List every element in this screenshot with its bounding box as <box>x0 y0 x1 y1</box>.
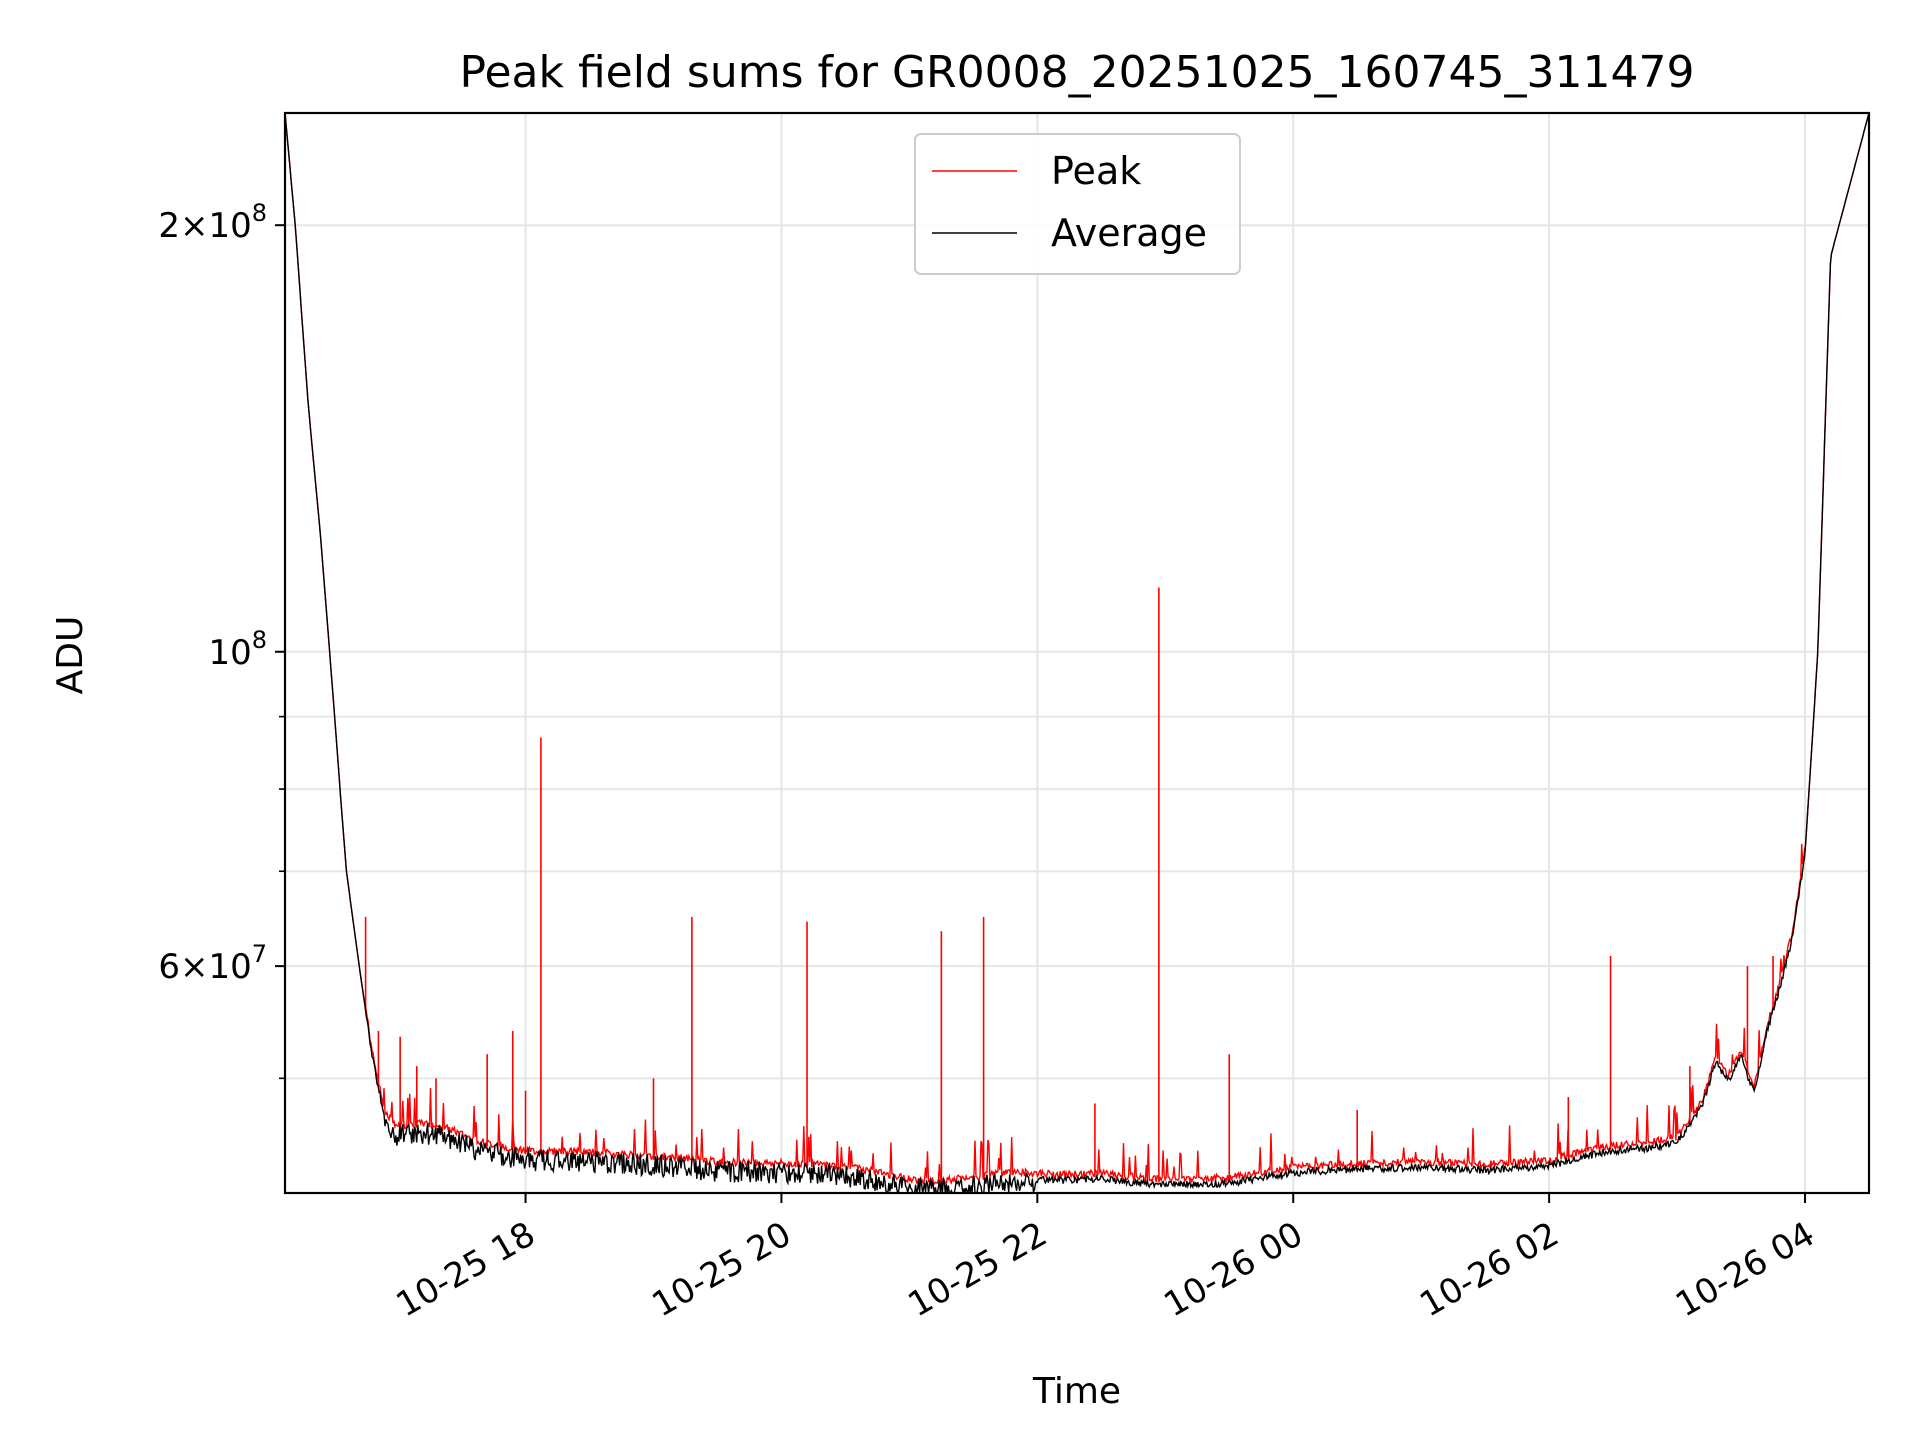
legend-average-label: Average <box>1051 211 1207 255</box>
y-tick-label-base: 2×10 <box>158 206 251 246</box>
grid-lines <box>285 113 1869 1193</box>
y-tick-label-exponent: 8 <box>252 199 267 227</box>
y-tick-label-exponent: 8 <box>252 626 267 654</box>
series-average-line <box>285 113 1869 1193</box>
y-tick-label-exponent: 7 <box>252 940 267 968</box>
legend-box <box>914 133 1241 275</box>
series-peak-line <box>285 113 1869 1186</box>
chart-title: Peak field sums for GR0008_20251025_1607… <box>460 47 1695 98</box>
y-axis-label: ADU <box>50 616 91 695</box>
y-tick-label: 6×107 <box>158 940 267 987</box>
legend: Peak Average <box>914 133 1241 275</box>
y-tick-label-base: 6×10 <box>158 947 251 987</box>
y-tick-label: 2×108 <box>158 199 267 246</box>
y-tick-label: 108 <box>208 626 267 673</box>
plot-series <box>285 113 1869 1193</box>
plot-frame <box>283 111 1871 1195</box>
series-group <box>285 113 1869 1193</box>
x-axis-label: Time <box>1032 1371 1121 1412</box>
y-tick-label-base: 10 <box>208 633 251 673</box>
legend-peak-label: Peak <box>1051 149 1141 193</box>
